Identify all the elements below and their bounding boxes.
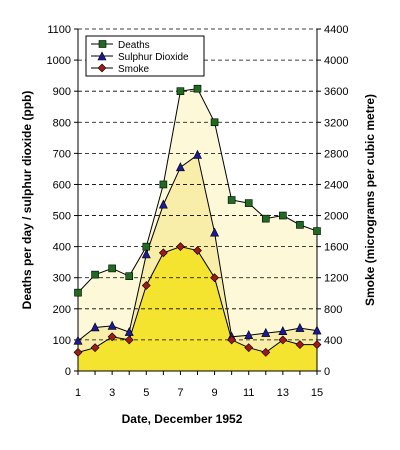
x-tick-label: 7 [177, 387, 183, 399]
triangle-marker-icon [97, 51, 107, 61]
smoke-marker [295, 340, 305, 349]
diamond-marker-icon [97, 63, 107, 73]
legend-entry-deaths: Deaths [91, 40, 150, 51]
deaths-marker [142, 242, 151, 251]
y-right-tick-label: 4000 [324, 55, 348, 67]
y-left-tick-label: 100 [53, 335, 71, 347]
y-axis-left-title: Deaths per day / sulphur dioxide (ppb) [20, 91, 34, 310]
smoke-marker [90, 343, 100, 353]
smoke-marker [210, 273, 219, 283]
deaths-marker [159, 180, 168, 189]
y-right-tick-label: 0 [324, 366, 330, 378]
square-marker-icon [98, 40, 107, 48]
smoke-marker [73, 347, 83, 357]
y-left-tick-label: 600 [53, 179, 71, 191]
smoke-marker [107, 332, 117, 342]
deaths-marker [313, 227, 321, 235]
deaths-marker [193, 84, 202, 93]
x-tick-label: 3 [109, 387, 115, 399]
sulphur-dioxide-marker [158, 199, 168, 209]
sulphur-dioxide-marker [141, 249, 151, 259]
legend-entry-sulphur-dioxide: Sulphur Dioxide [91, 51, 189, 63]
y-right-tick-label: 2800 [324, 148, 348, 160]
tick-labels: 0 100 200 300 400 500 600 700 800 900 1000 1100 0 400… [47, 24, 349, 399]
x-tick-label: 13 [277, 387, 289, 399]
smoke-marker [158, 248, 168, 258]
y-left-tick-label: 800 [53, 117, 71, 129]
y-right-tick-label: 1200 [324, 273, 348, 285]
x-tick-label: 11 [243, 387, 254, 399]
sulphur-dioxide-marker [295, 322, 305, 332]
x-tick-label: 15 [311, 387, 323, 399]
smoke-marker [278, 335, 288, 345]
smoke-marker [261, 347, 271, 357]
smoke-marker [244, 343, 254, 353]
legend-entry-smoke: Smoke [91, 63, 150, 75]
y-right-tick-label: 2000 [324, 211, 348, 223]
y-left-tick-label: 900 [53, 86, 71, 98]
sulphur-dioxide-marker [244, 330, 254, 340]
x-axis-title: Date, December 1952 [122, 412, 243, 426]
deaths-marker [244, 199, 253, 207]
smoke-marker [141, 281, 151, 290]
deaths-marker [227, 196, 236, 204]
y-left-tick-label: 300 [53, 273, 71, 285]
y-left-tick-label: 1100 [47, 24, 71, 36]
y-left-tick-label: 200 [53, 304, 71, 316]
y-left-tick-label: 700 [53, 148, 71, 160]
smoke-marker [227, 335, 237, 345]
x-tick-label: 5 [143, 387, 149, 399]
y-right-tick-label: 2400 [324, 179, 348, 191]
sulphur-dioxide-marker [278, 326, 288, 336]
y-right-tick-label: 4400 [324, 24, 348, 36]
y-left-tick-label: 1000 [47, 55, 71, 67]
deaths-marker [125, 272, 134, 280]
legend-label-smoke: Smoke [118, 64, 150, 75]
axes [74, 28, 321, 375]
deaths-marker [210, 118, 219, 127]
y-right-tick-label: 400 [324, 335, 342, 347]
sulphur-dioxide-marker [175, 162, 185, 172]
deaths-marker [176, 87, 185, 95]
smoke-marker [312, 340, 322, 349]
y-left-tick-label: 0 [65, 366, 71, 378]
sulphur-dioxide-marker [90, 322, 100, 332]
y-left-tick-label: 400 [53, 242, 71, 254]
deaths-marker [91, 270, 99, 279]
sulphur-dioxide-marker [261, 327, 271, 337]
y-right-tick-label: 3200 [324, 117, 348, 129]
sulphur-dioxide-marker [210, 227, 220, 237]
sulphur-dioxide-marker [73, 335, 83, 345]
y-right-tick-label: 1600 [324, 242, 348, 254]
deaths-marker [261, 214, 270, 223]
y-right-tick-label: 800 [324, 304, 342, 316]
deaths-marker [74, 288, 82, 297]
legend-label-deaths: Deaths [118, 40, 150, 51]
deaths-marker [108, 264, 116, 273]
smoke-marker [176, 242, 185, 252]
y-left-tick-label: 500 [53, 211, 71, 223]
y-right-tick-label: 3600 [324, 86, 348, 98]
series-markers [73, 84, 322, 357]
x-tick-label: 1 [75, 387, 81, 399]
smoke-marker [124, 335, 134, 345]
sulphur-dioxide-marker [193, 149, 202, 159]
sulphur-dioxide-marker [107, 320, 117, 330]
legend: Deaths Sulphur Dioxide Smoke [85, 35, 205, 77]
deaths-marker [296, 221, 304, 229]
y-axis-right-title: Smoke (micrograms per cubic metre) [363, 94, 377, 306]
x-tick-label: 9 [212, 387, 218, 399]
legend-label-sulphur-dioxide: Sulphur Dioxide [118, 52, 189, 63]
smoke-marker [193, 246, 202, 255]
deaths-marker [279, 211, 287, 220]
sulphur-dioxide-marker [312, 325, 322, 335]
